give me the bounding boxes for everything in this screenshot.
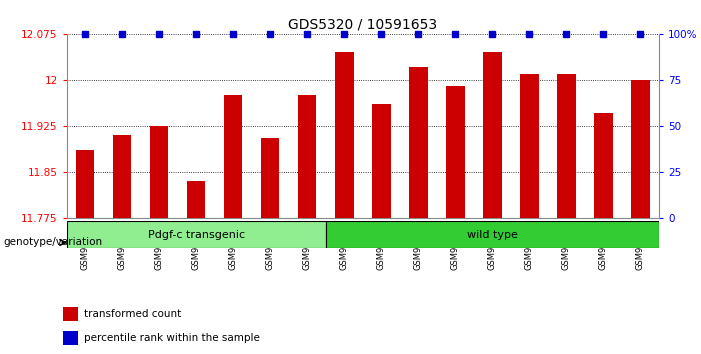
Bar [335,52,353,218]
Bar [63,307,78,321]
Bar [557,74,576,218]
Bar [372,104,390,218]
Text: Pdgf-c transgenic: Pdgf-c transgenic [148,229,245,240]
Bar [63,331,78,344]
Bar [483,52,502,218]
Text: percentile rank within the sample: percentile rank within the sample [84,332,260,343]
Bar [113,135,131,218]
Bar [446,86,465,218]
Bar [150,126,168,218]
Bar [224,95,243,218]
Bar [594,113,613,218]
Bar [67,221,326,248]
Bar [520,74,538,218]
Bar [298,95,316,218]
Bar [261,138,280,218]
Text: wild type: wild type [467,229,518,240]
Bar [409,67,428,218]
Bar [76,150,95,218]
Text: transformed count: transformed count [84,309,182,319]
Title: GDS5320 / 10591653: GDS5320 / 10591653 [288,17,437,31]
Bar [326,221,659,248]
Bar [187,181,205,218]
Bar [631,80,650,218]
Text: genotype/variation: genotype/variation [4,238,102,247]
